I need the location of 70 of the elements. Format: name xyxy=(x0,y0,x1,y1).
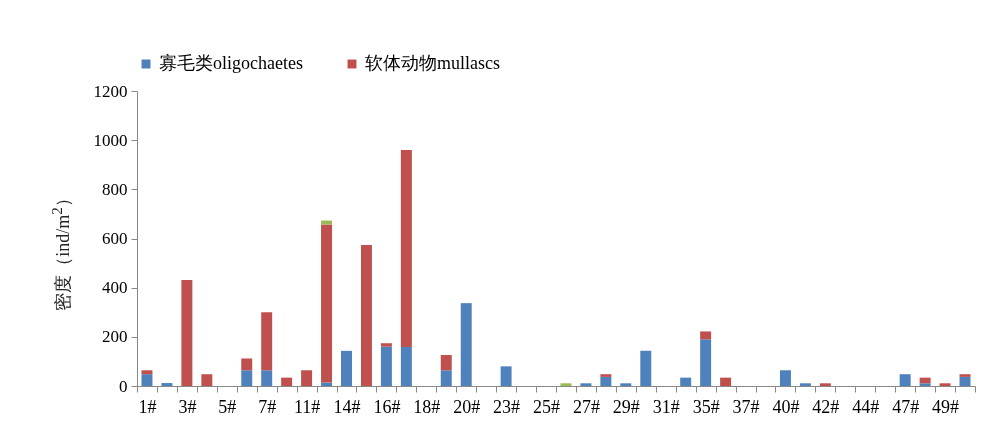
bar xyxy=(700,339,712,386)
y-tick-label: 200 xyxy=(102,327,128,347)
bar xyxy=(400,346,412,386)
bar xyxy=(141,370,153,375)
bar xyxy=(779,370,791,386)
bar xyxy=(899,374,911,386)
bar xyxy=(141,374,153,386)
x-tick-label: 7# xyxy=(258,396,277,417)
bar xyxy=(460,303,472,386)
x-tick-label: 1# xyxy=(138,396,157,417)
bar xyxy=(919,383,931,386)
x-tick-label: 14# xyxy=(333,396,361,417)
legend-label: 寡毛类oligochaetes xyxy=(159,53,303,73)
bar xyxy=(640,350,652,386)
y-tick-label: 1000 xyxy=(93,130,128,150)
y-tick-label: 400 xyxy=(102,278,128,298)
x-tick-label: 35# xyxy=(692,396,720,417)
bar xyxy=(241,370,253,386)
y-tick-label: 800 xyxy=(102,179,128,199)
x-tick-label: 31# xyxy=(652,396,680,417)
bar xyxy=(241,358,253,371)
x-tick-label: 18# xyxy=(413,396,441,417)
bar xyxy=(261,312,273,371)
bar xyxy=(600,376,612,386)
bar xyxy=(321,224,333,383)
x-tick-label: 42# xyxy=(812,396,840,417)
x-tick-label: 27# xyxy=(572,396,600,417)
bar xyxy=(380,346,392,386)
bar xyxy=(281,377,293,386)
x-tick-label: 11# xyxy=(293,396,321,417)
bar xyxy=(440,355,452,371)
bar xyxy=(939,383,951,386)
y-tick-label: 1200 xyxy=(93,81,128,101)
bar xyxy=(700,331,712,340)
bar xyxy=(799,383,811,386)
x-tick-label: 5# xyxy=(218,396,237,417)
legend-label: 软体动物mullascs xyxy=(365,53,500,73)
x-tick-label: 3# xyxy=(178,396,197,417)
bar xyxy=(341,350,352,386)
x-tick-label: 16# xyxy=(373,396,401,417)
bar xyxy=(580,383,592,386)
x-tick-label: 29# xyxy=(612,396,640,417)
x-tick-label: 23# xyxy=(493,396,521,417)
x-tick-label: 49# xyxy=(932,396,960,417)
bar xyxy=(440,370,452,386)
x-tick-label: 37# xyxy=(732,396,760,417)
bar xyxy=(959,374,971,377)
bar xyxy=(680,377,692,386)
x-tick-label: 47# xyxy=(892,396,920,417)
x-tick-label: 40# xyxy=(772,396,800,417)
bar xyxy=(819,383,831,386)
bar xyxy=(380,343,392,347)
bar xyxy=(360,244,372,386)
bar xyxy=(161,383,173,386)
bar xyxy=(959,376,971,386)
bar xyxy=(720,377,732,386)
bar xyxy=(301,370,313,386)
bar xyxy=(620,383,632,386)
y-tick-label: 600 xyxy=(102,229,128,248)
bar xyxy=(560,383,572,386)
x-tick-label: 20# xyxy=(453,396,481,417)
bar xyxy=(201,374,213,386)
y-tick-label: 0 xyxy=(119,376,128,396)
bar xyxy=(400,150,412,347)
x-tick-label: 44# xyxy=(852,396,880,417)
bar xyxy=(600,374,612,377)
bar xyxy=(181,280,193,386)
bar xyxy=(500,366,512,386)
x-tick-label: 25# xyxy=(533,396,561,417)
bar xyxy=(261,370,273,386)
